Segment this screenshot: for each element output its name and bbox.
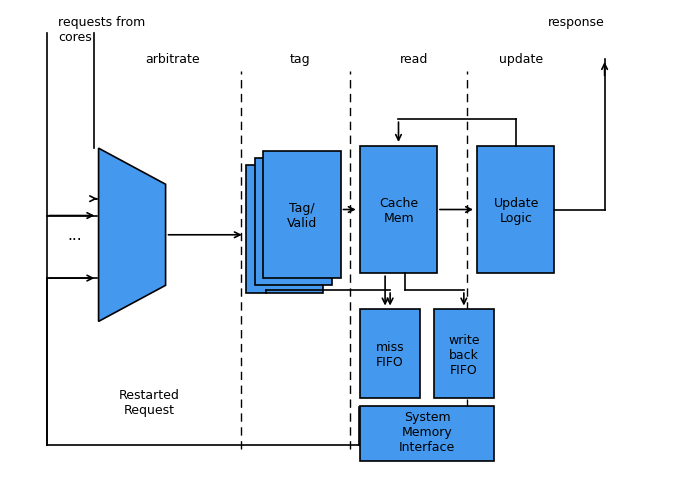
FancyBboxPatch shape xyxy=(255,158,332,285)
Text: tag: tag xyxy=(289,53,310,66)
FancyBboxPatch shape xyxy=(477,146,555,273)
Text: requests from
cores: requests from cores xyxy=(59,16,145,44)
Text: ...: ... xyxy=(68,228,82,243)
Text: Tag/
Valid: Tag/ Valid xyxy=(287,201,317,229)
Text: Restarted
Request: Restarted Request xyxy=(118,389,179,417)
Text: arbitrate: arbitrate xyxy=(145,53,200,66)
Text: write
back
FIFO: write back FIFO xyxy=(448,333,480,377)
FancyBboxPatch shape xyxy=(360,146,437,273)
Text: System
Memory
Interface: System Memory Interface xyxy=(399,410,455,454)
FancyBboxPatch shape xyxy=(360,406,494,461)
FancyBboxPatch shape xyxy=(246,165,323,292)
Text: Cache
Mem: Cache Mem xyxy=(380,197,419,225)
Text: read: read xyxy=(399,53,428,66)
Text: update: update xyxy=(499,53,543,66)
Text: response: response xyxy=(548,16,604,29)
FancyBboxPatch shape xyxy=(433,309,494,398)
Text: miss
FIFO: miss FIFO xyxy=(376,341,404,369)
Polygon shape xyxy=(98,148,166,321)
FancyBboxPatch shape xyxy=(263,151,341,278)
Text: Update
Logic: Update Logic xyxy=(493,197,539,225)
FancyBboxPatch shape xyxy=(360,309,420,398)
